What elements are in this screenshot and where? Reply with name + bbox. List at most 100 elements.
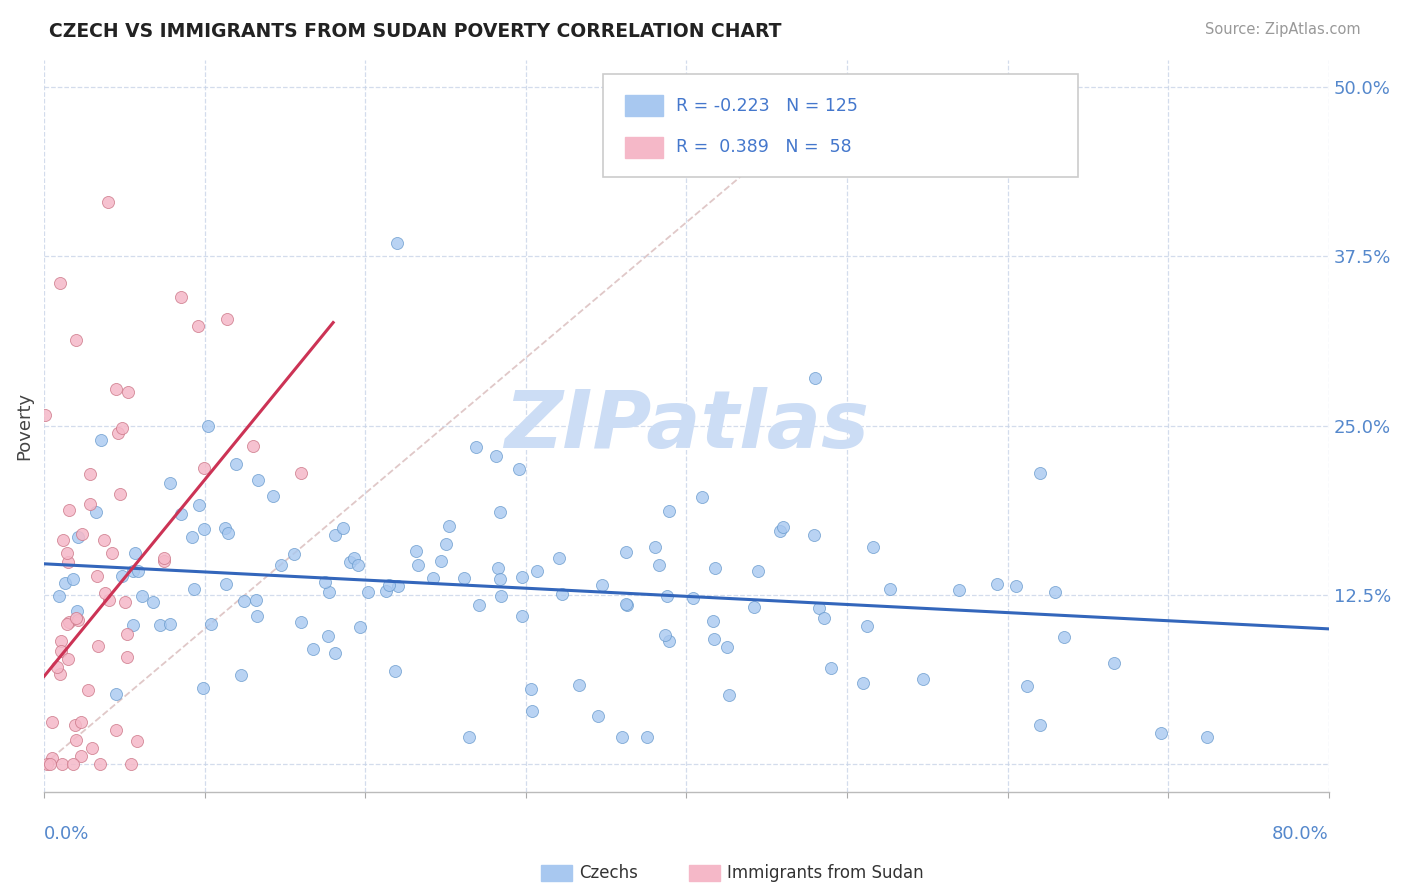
Point: [1029, 718, 1052, 732]
Point: [655, 589, 678, 603]
Point: [214, 521, 236, 535]
Point: [568, 678, 591, 692]
Point: [65, 611, 87, 625]
Point: [332, 521, 354, 535]
Point: [56, 547, 79, 561]
Point: [79, 497, 101, 511]
Point: [127, 564, 149, 578]
Point: [489, 589, 512, 603]
Point: [804, 371, 827, 385]
Point: [489, 505, 512, 519]
Point: [67, 530, 90, 544]
Point: [1015, 679, 1038, 693]
Point: [769, 524, 792, 538]
Text: R = -0.223   N = 125: R = -0.223 N = 125: [676, 96, 858, 115]
Text: 80.0%: 80.0%: [1272, 825, 1329, 844]
Point: [93, 586, 115, 600]
Point: [349, 620, 371, 634]
Point: [193, 522, 215, 536]
Point: [616, 598, 638, 612]
Point: [820, 661, 842, 675]
Point: [53, 575, 76, 590]
Point: [318, 629, 340, 643]
Point: [526, 564, 548, 578]
Point: [49, 667, 72, 681]
Point: [986, 576, 1008, 591]
Point: [302, 642, 325, 657]
Point: [246, 473, 269, 487]
Point: [346, 558, 368, 572]
Point: [124, 546, 146, 560]
Point: [65, 333, 87, 347]
Point: [111, 568, 134, 582]
Point: [387, 235, 409, 250]
Point: [485, 450, 508, 464]
Point: [614, 545, 637, 559]
Point: [1053, 631, 1076, 645]
Point: [70, 527, 93, 541]
Point: [107, 426, 129, 441]
Text: 0.0%: 0.0%: [44, 825, 90, 844]
Point: [111, 420, 134, 434]
Point: [702, 614, 724, 628]
Point: [170, 508, 193, 522]
Point: [41, 715, 63, 730]
Point: [49, 633, 72, 648]
Point: [718, 688, 741, 702]
Point: [406, 558, 429, 573]
Point: [1102, 656, 1125, 670]
Point: [1028, 466, 1050, 480]
Text: Czechs: Czechs: [579, 864, 638, 882]
Point: [636, 731, 658, 745]
Point: [325, 646, 347, 660]
Point: [90, 433, 112, 447]
Point: [200, 617, 222, 632]
Point: [1004, 579, 1026, 593]
Point: [89, 757, 111, 772]
Point: [56, 616, 79, 631]
Point: [187, 318, 209, 333]
Point: [742, 600, 765, 615]
Point: [314, 575, 336, 590]
Point: [52, 533, 75, 548]
Point: [120, 757, 142, 772]
Point: [39, 757, 62, 772]
Point: [193, 461, 215, 475]
Point: [217, 525, 239, 540]
Point: [115, 650, 138, 665]
Point: [34, 408, 56, 422]
Point: [56, 555, 79, 569]
Point: [149, 618, 172, 632]
Point: [658, 633, 681, 648]
Point: [58, 503, 80, 517]
Point: [458, 731, 481, 745]
Point: [35, 757, 58, 772]
Text: Source: ZipAtlas.com: Source: ZipAtlas.com: [1205, 22, 1361, 37]
Point: [290, 615, 312, 629]
Point: [142, 595, 165, 609]
Point: [808, 601, 831, 615]
Point: [58, 615, 80, 629]
Point: [616, 597, 638, 611]
Point: [453, 571, 475, 585]
Point: [114, 595, 136, 609]
Point: [357, 585, 380, 599]
Point: [489, 572, 512, 586]
Bar: [624, 137, 664, 158]
Point: [233, 594, 256, 608]
Point: [434, 537, 457, 551]
Point: [591, 578, 613, 592]
Point: [283, 547, 305, 561]
Point: [104, 687, 127, 701]
Point: [852, 676, 875, 690]
Point: [65, 733, 87, 747]
Point: [115, 627, 138, 641]
Point: [242, 439, 264, 453]
Point: [658, 504, 681, 518]
Point: [375, 584, 398, 599]
Point: [108, 486, 131, 500]
Point: [229, 668, 252, 682]
Point: [70, 748, 93, 763]
Point: [105, 723, 128, 737]
Point: [66, 604, 89, 618]
